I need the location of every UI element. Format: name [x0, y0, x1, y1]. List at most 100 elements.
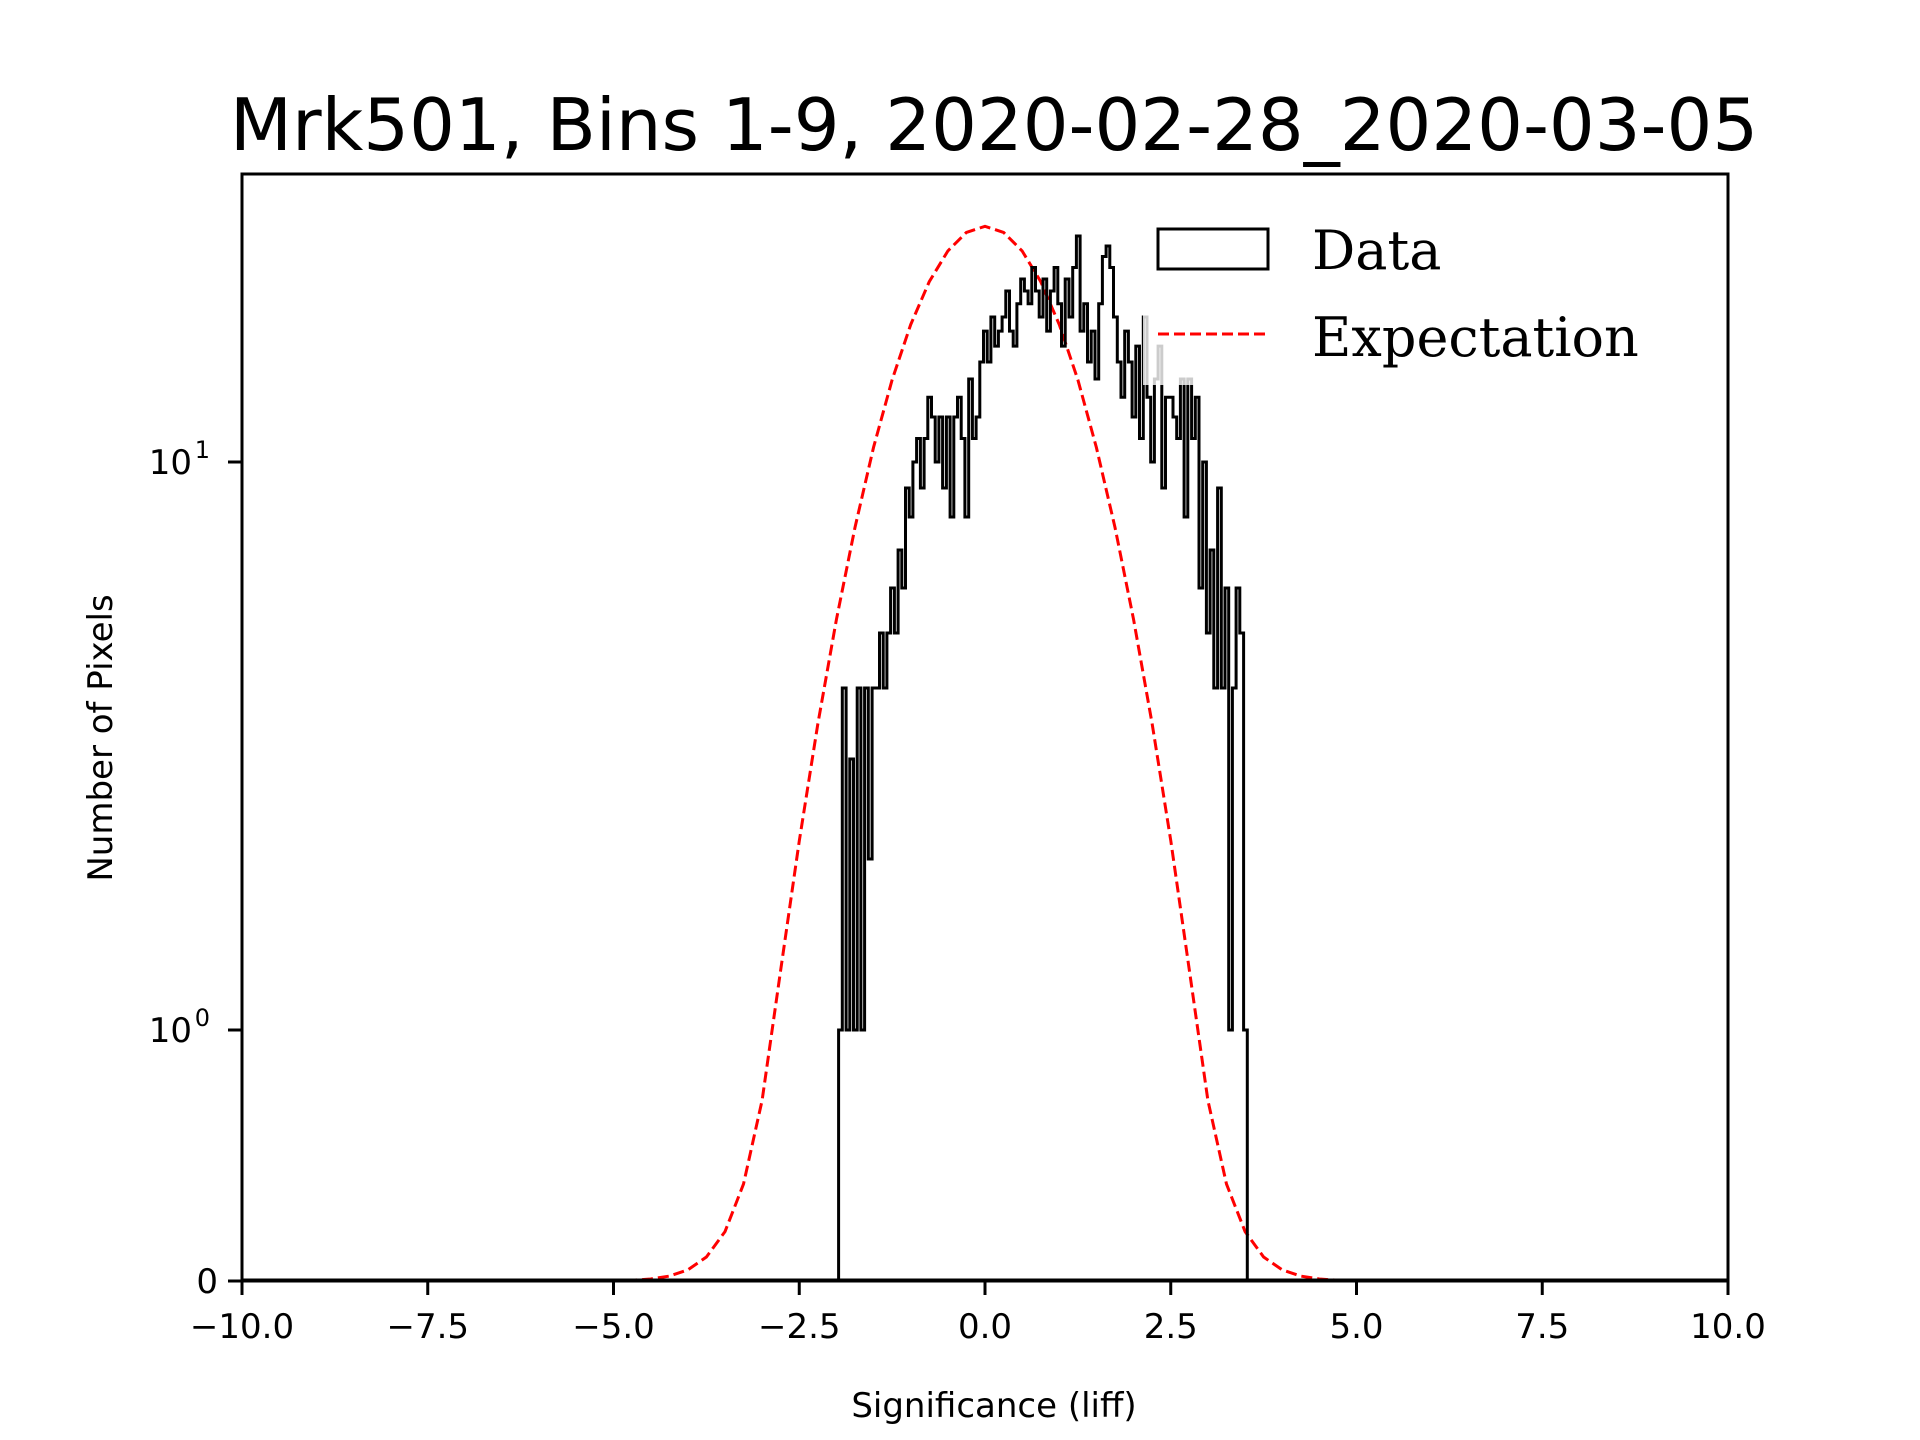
histogram-bin: [1084, 304, 1088, 1281]
x-tick-label: −7.5: [386, 1307, 469, 1347]
histogram-bin: [1147, 397, 1151, 1281]
histogram-bin: [1028, 304, 1032, 1281]
histogram-bin: [1043, 279, 1047, 1281]
x-tick-label: 7.5: [1515, 1307, 1569, 1347]
histogram-bin: [1128, 362, 1132, 1281]
data-histogram-step: [837, 234, 1249, 1281]
x-tick-label: 5.0: [1329, 1307, 1383, 1347]
histogram-bin: [1013, 346, 1017, 1281]
histogram-bin: [1229, 1030, 1233, 1281]
histogram-bin: [961, 439, 965, 1282]
histogram-bin: [1125, 331, 1129, 1281]
histogram-bin: [1058, 304, 1062, 1281]
histogram-bin: [958, 397, 962, 1281]
histogram-bin: [920, 488, 924, 1281]
histogram-bin: [1162, 488, 1166, 1281]
histogram-bin: [1132, 417, 1136, 1281]
histogram-bin: [954, 417, 958, 1281]
histogram-bin: [854, 1030, 858, 1281]
histogram-bin: [898, 550, 902, 1281]
histogram-bin: [880, 633, 884, 1281]
histogram-bin: [1039, 317, 1043, 1281]
y-tick-exponent: 1: [195, 436, 210, 464]
histogram-bin: [1199, 588, 1203, 1281]
histogram-bin: [950, 517, 954, 1281]
histogram-bin: [1010, 331, 1014, 1281]
y-tick-label: 10: [149, 443, 192, 483]
y-axis-label: Number of Pixels: [81, 594, 121, 881]
x-axis-label: Significance (liff): [851, 1386, 1136, 1426]
x-tick-label: 10.0: [1690, 1307, 1766, 1347]
histogram-bin: [876, 688, 880, 1281]
histogram-bin: [1177, 439, 1181, 1282]
histogram-bin: [935, 462, 939, 1281]
histogram-bin: [1192, 439, 1196, 1282]
expectation-curve: [243, 224, 1728, 1281]
histogram-bin: [924, 439, 928, 1282]
histogram-bin: [1143, 317, 1147, 1281]
x-axis: −10.0 −7.5 −5.0 −2.5 0.0 2.5 5.0 7.5 10.0: [190, 1281, 1766, 1347]
histogram-bin: [861, 1030, 865, 1281]
histogram-bin: [1099, 304, 1103, 1281]
histogram-bin: [1069, 317, 1073, 1281]
histogram-bin: [1024, 291, 1028, 1281]
legend-data-swatch: [1156, 227, 1270, 271]
histogram-bin: [891, 588, 895, 1281]
histogram-bin: [1073, 268, 1077, 1282]
histogram-bin: [894, 633, 898, 1281]
histogram-bin: [984, 331, 988, 1281]
histogram-bin: [1076, 236, 1080, 1281]
x-tick-label: −2.5: [758, 1307, 841, 1347]
histogram-bin: [1006, 291, 1010, 1281]
histogram-bin: [1236, 588, 1240, 1281]
histogram-bin: [1002, 317, 1006, 1281]
legend-label-data: Data: [1312, 219, 1441, 282]
histogram-bin: [1221, 688, 1225, 1281]
histogram-bin: [1206, 633, 1210, 1281]
histogram-bin: [906, 488, 910, 1281]
histogram-bin: [1106, 246, 1110, 1281]
histogram-bin: [1054, 268, 1058, 1282]
histogram-bin: [1050, 291, 1054, 1281]
histogram-bin: [1117, 362, 1121, 1281]
histogram-bin: [1047, 331, 1051, 1281]
histogram-bin: [1017, 304, 1021, 1281]
histogram-bin: [932, 417, 936, 1281]
histogram-bin: [928, 397, 932, 1281]
histogram-bin: [902, 588, 906, 1281]
histogram-bin: [1169, 397, 1173, 1281]
histogram-bin: [998, 331, 1002, 1281]
expectation-layer: [243, 224, 1728, 1281]
histogram-bin: [965, 517, 969, 1281]
histogram-bin: [1080, 331, 1084, 1281]
histogram-bin: [846, 1030, 850, 1281]
histogram-bin: [1166, 397, 1170, 1281]
histogram-bin: [1154, 379, 1158, 1281]
histogram-bin: [995, 346, 999, 1281]
histogram-bin: [917, 439, 921, 1282]
histogram-bin: [1173, 417, 1177, 1281]
y-tick-exponent: 0: [195, 1004, 210, 1032]
histogram-bin: [1102, 257, 1106, 1282]
histogram-bin: [1214, 688, 1218, 1281]
x-tick-label: −10.0: [190, 1307, 294, 1347]
x-tick-label: 2.5: [1144, 1307, 1198, 1347]
histogram-bin: [991, 317, 995, 1281]
histogram-bin: [1114, 317, 1118, 1281]
histogram-bin: [946, 417, 950, 1281]
histogram-bin: [1184, 517, 1188, 1281]
legend: Data Expectation: [1143, 205, 1710, 385]
histogram-bin: [1110, 268, 1114, 1282]
histogram-bin: [1121, 397, 1125, 1281]
x-tick-label: −5.0: [572, 1307, 655, 1347]
histogram-bin: [1021, 279, 1025, 1281]
histogram-bin: [943, 488, 947, 1281]
histogram-bin: [939, 417, 943, 1281]
x-tick-label: 0.0: [958, 1307, 1012, 1347]
legend-frame: [1143, 205, 1710, 385]
histogram-bin: [868, 859, 872, 1281]
histogram-bin: [1088, 362, 1092, 1281]
legend-label-expectation: Expectation: [1312, 306, 1639, 369]
histogram-bin: [1036, 291, 1040, 1281]
